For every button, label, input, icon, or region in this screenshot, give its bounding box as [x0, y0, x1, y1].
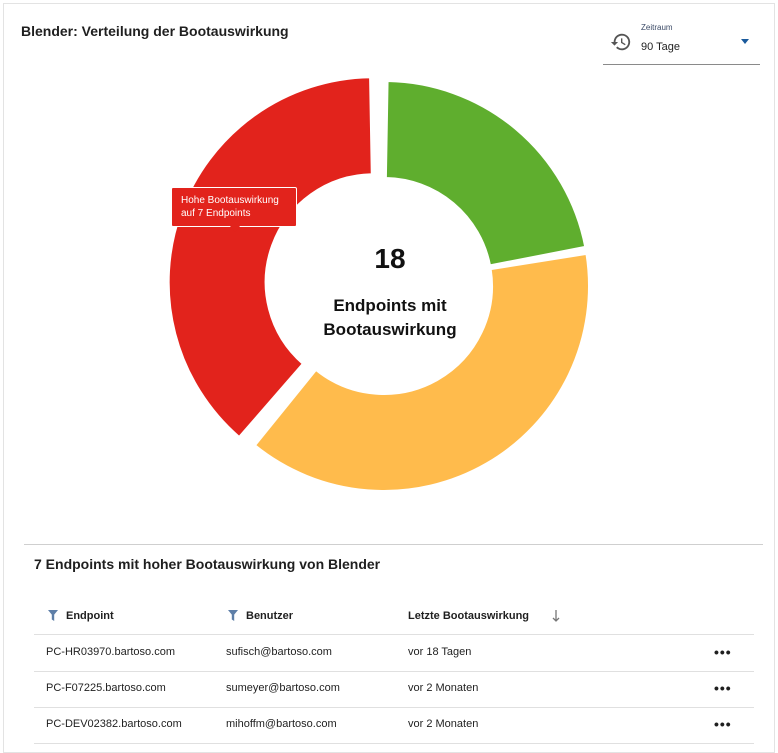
user-cell: mihoffm@bartoso.com	[226, 718, 337, 730]
column-header-last-boot-impact[interactable]: Letzte Bootauswirkung	[408, 610, 530, 622]
table-header: Endpoint Benutzer Letzte Bootauswirkung	[34, 600, 754, 635]
period-value: 90 Tage	[641, 41, 680, 53]
donut-slice-mittel[interactable]	[253, 252, 590, 492]
table-title: 7 Endpoints mit hoher Bootauswirkung von…	[34, 556, 381, 572]
donut-center-label: Endpoints mit Bootauswirkung	[323, 296, 457, 339]
section-divider	[24, 544, 763, 545]
sort-down-icon[interactable]	[552, 609, 560, 623]
column-header-user[interactable]: Benutzer	[246, 610, 294, 622]
endpoint-cell[interactable]: PC-HR03970.bartoso.com	[46, 646, 176, 658]
table-row[interactable]: PC-DEV02382.bartoso.com mihoffm@bartoso.…	[34, 707, 754, 744]
more-actions-icon[interactable]: •••	[714, 716, 732, 732]
table-row[interactable]: PC-HR03970.bartoso.com sufisch@bartoso.c…	[34, 635, 754, 672]
tooltip-line-2: auf 7 Endpoints	[181, 208, 251, 219]
last-impact-cell: vor 2 Monaten	[408, 718, 479, 730]
more-actions-icon[interactable]: •••	[714, 644, 732, 660]
donut-center-value: 18	[374, 243, 406, 274]
donut-slice-niedrig[interactable]	[384, 80, 587, 267]
last-impact-cell: vor 2 Monaten	[408, 682, 479, 694]
table-row[interactable]: PC-F07225.bartoso.com sumeyer@bartoso.co…	[34, 671, 754, 708]
donut-chart	[167, 76, 590, 492]
column-header-endpoint[interactable]: Endpoint	[66, 610, 114, 622]
endpoint-cell[interactable]: PC-F07225.bartoso.com	[46, 682, 166, 694]
more-actions-icon[interactable]: •••	[714, 680, 732, 696]
endpoint-cell[interactable]: PC-DEV02382.bartoso.com	[46, 718, 182, 730]
period-label: Zeitraum	[641, 23, 673, 32]
widget-title: Blender: Verteilung der Bootauswirkung	[21, 23, 289, 39]
donut-slice-hoch[interactable]	[167, 76, 373, 439]
tooltip-line-1: Hohe Bootauswirkung	[181, 195, 279, 206]
chart-tooltip: Hohe Bootauswirkung auf 7 Endpoints	[171, 187, 297, 232]
user-cell: sumeyer@bartoso.com	[226, 682, 340, 694]
tooltip-arrow	[230, 226, 240, 232]
chevron-down-icon	[741, 39, 749, 44]
filter-icon[interactable]	[228, 610, 238, 621]
user-cell: sufisch@bartoso.com	[226, 646, 332, 658]
filter-icon[interactable]	[48, 610, 58, 621]
history-icon	[610, 33, 631, 51]
last-impact-cell: vor 18 Tagen	[408, 646, 472, 658]
period-dropdown[interactable]: Zeitraum 90 Tage	[603, 19, 760, 65]
donut-chart-svg	[167, 76, 590, 492]
